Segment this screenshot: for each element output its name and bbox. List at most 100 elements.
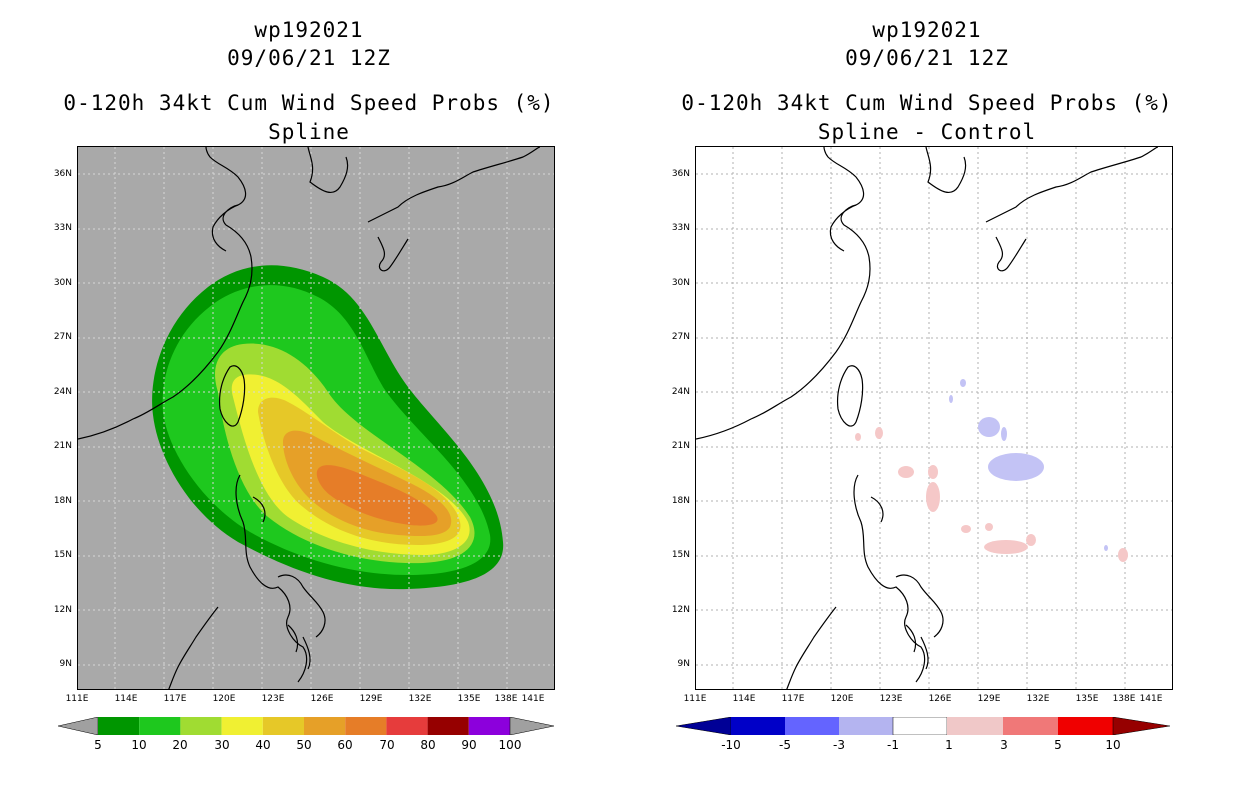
lon-tick: 117E: [163, 694, 187, 704]
colorbar-bin-90: [468, 717, 510, 735]
lon-tick: 111E: [65, 694, 89, 704]
colorbar-bin-neg3: [839, 717, 893, 735]
colorbar-label: 10: [131, 738, 147, 752]
colorbar-bin-60: [345, 717, 387, 735]
probability-colorbar: [58, 717, 554, 735]
lat-tick: 24N: [671, 387, 690, 397]
lat-tick: 15N: [53, 550, 72, 560]
lon-tick: 114E: [732, 694, 756, 704]
lat-tick: 30N: [671, 278, 690, 288]
lat-tick: 33N: [53, 223, 72, 233]
colorbar-bin-neg5: [785, 717, 839, 735]
lat-tick: 15N: [671, 550, 690, 560]
colorbar-bin-10: [139, 717, 181, 735]
lon-tick: 126E: [928, 694, 952, 704]
colorbar-label: 5: [1054, 738, 1062, 752]
storm-id-title: wp192021: [254, 18, 364, 42]
lon-tick: 126E: [310, 694, 334, 704]
difference-negative: [949, 379, 1108, 551]
lat-tick: 21N: [671, 441, 690, 451]
lon-tick: 123E: [879, 694, 903, 704]
lon-tick: 129E: [977, 694, 1001, 704]
lat-tick: 36N: [53, 169, 72, 179]
colorbar-bin-70: [386, 717, 428, 735]
lat-tick: 12N: [53, 605, 72, 615]
colorbar-bin-30: [221, 717, 263, 735]
colorbar-label: -1: [887, 738, 899, 752]
colorbar-bin-neg10: [731, 717, 785, 735]
lat-tick: 24N: [53, 387, 72, 397]
lon-tick: 114E: [114, 694, 138, 704]
probability-map: [77, 146, 555, 690]
datetime-title: 09/06/21 12Z: [845, 46, 1009, 70]
colorbar-bin-5: [1058, 717, 1113, 735]
colorbar-label: 20: [172, 738, 188, 752]
lat-tick: 27N: [671, 332, 690, 342]
colorbar-bin-20: [180, 717, 222, 735]
coastlines: [696, 147, 1159, 689]
lon-tick: 120E: [212, 694, 236, 704]
lon-tick: 111E: [683, 694, 707, 704]
probability-panel: wp192021 09/06/21 12Z 0-120h 34kt Cum Wi…: [53, 18, 555, 752]
colorbar-bin-3: [1003, 717, 1058, 735]
lat-tick: 36N: [671, 169, 690, 179]
lon-tick: 135E: [457, 694, 481, 704]
colorbar-bin-5: [98, 717, 140, 735]
lon-tick: 138E: [1112, 694, 1136, 704]
lon-tick: 135E: [1075, 694, 1099, 704]
lat-tick: 9N: [59, 659, 72, 669]
lon-tick: 138E: [494, 694, 518, 704]
prob-contour-60: [316, 465, 438, 526]
coastlines: [78, 147, 541, 689]
difference-colorbar: [676, 717, 1171, 735]
lat-tick: 12N: [671, 605, 690, 615]
difference-positive: [855, 427, 1128, 562]
colorbar-label: 30: [214, 738, 230, 752]
colorbar-bin-50: [304, 717, 346, 735]
lon-tick: 120E: [830, 694, 854, 704]
lat-tick: 9N: [677, 659, 690, 669]
storm-id-title: wp192021: [872, 18, 982, 42]
lon-tick: 129E: [359, 694, 383, 704]
colorbar-label: 80: [420, 738, 436, 752]
lon-tick: 117E: [781, 694, 805, 704]
lon-tick: 132E: [408, 694, 432, 704]
colorbar-label: 60: [337, 738, 353, 752]
colorbar-label: 100: [498, 738, 522, 752]
map-grid: [78, 147, 554, 689]
colorbar-bin-neg1: [892, 717, 948, 735]
datetime-title: 09/06/21 12Z: [227, 46, 391, 70]
lat-tick: 18N: [53, 496, 72, 506]
colorbar-label: -10: [721, 738, 741, 752]
colorbar-end-high: [1112, 717, 1171, 735]
colorbar-end-low: [58, 717, 99, 735]
lat-tick: 21N: [53, 441, 72, 451]
colorbar-bin-80: [427, 717, 469, 735]
colorbar-bin-40: [262, 717, 304, 735]
colorbar-end-high: [509, 717, 554, 735]
colorbar-label: 70: [379, 738, 395, 752]
lon-tick: 141E: [521, 694, 545, 704]
colorbar-label: 40: [255, 738, 271, 752]
colorbar-label: -3: [833, 738, 845, 752]
lat-tick: 33N: [671, 223, 690, 233]
difference-map: [695, 146, 1173, 690]
colorbar-label: 90: [461, 738, 477, 752]
product-title: 0-120h 34kt Cum Wind Speed Probs (%): [681, 91, 1173, 115]
product-title: 0-120h 34kt Cum Wind Speed Probs (%): [63, 91, 555, 115]
lon-tick: 132E: [1026, 694, 1050, 704]
lat-tick: 27N: [53, 332, 72, 342]
lat-tick: 18N: [671, 496, 690, 506]
colorbar-label: 10: [1105, 738, 1121, 752]
difference-panel: wp192021 09/06/21 12Z 0-120h 34kt Cum Wi…: [618, 0, 1236, 800]
colorbar-end-low: [676, 717, 732, 735]
colorbar-bin-1: [947, 717, 1003, 735]
lon-tick: 141E: [1139, 694, 1163, 704]
lat-tick: 30N: [53, 278, 72, 288]
lon-tick: 123E: [261, 694, 285, 704]
map-grid: [696, 147, 1172, 689]
method-subtitle: Spline: [268, 120, 350, 144]
method-subtitle: Spline - Control: [817, 120, 1037, 144]
colorbar-label: 5: [94, 738, 102, 752]
colorbar-label: 3: [1000, 738, 1008, 752]
